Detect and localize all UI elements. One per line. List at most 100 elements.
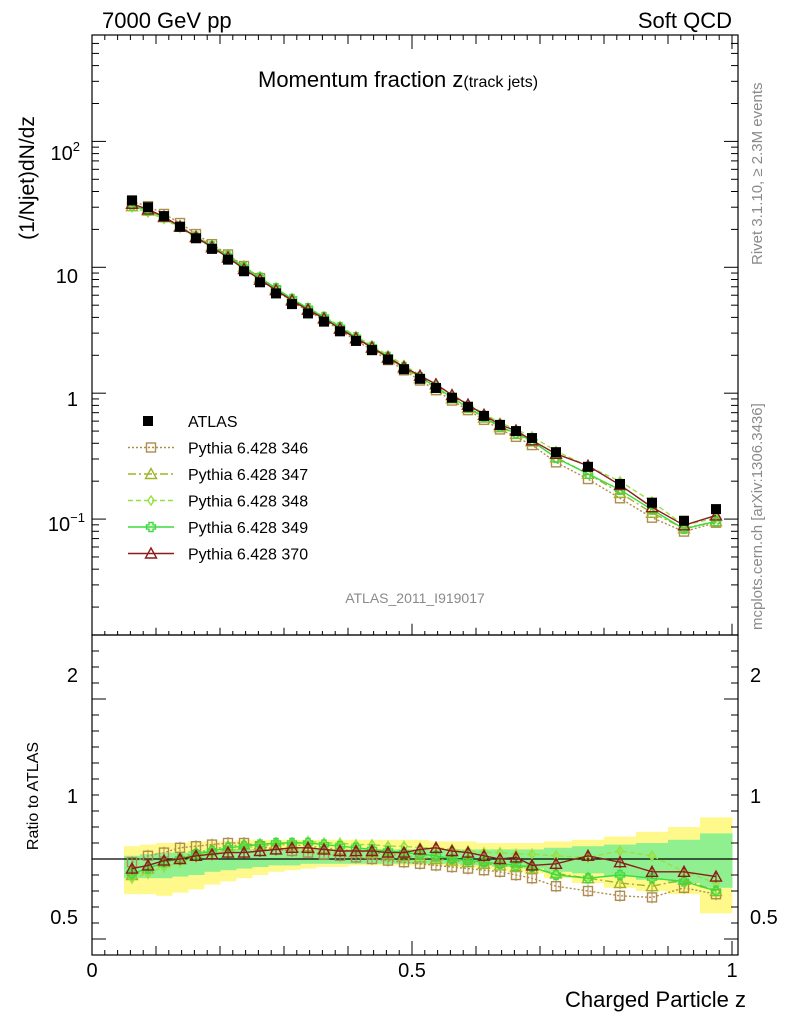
- series-3-ratio-point-30: [678, 876, 690, 887]
- legend-marker-2: [146, 494, 156, 507]
- legend-label-4: Pythia 6.428 349: [188, 520, 308, 537]
- atlas-point-14: [351, 335, 361, 346]
- legend: ATLAS Pythia 6.428 346 Pythia 6.428 347 Pyt…: [128, 414, 308, 564]
- atlas-point-4: [191, 233, 201, 244]
- series-1-ratio-point-23: [493, 858, 507, 871]
- atlas-point-0: [127, 195, 137, 206]
- ratio-tick-2-right: 2: [750, 665, 761, 687]
- series-4-ratio-point-16: [381, 845, 395, 858]
- atlas-data-points: [127, 195, 721, 526]
- series-4-ratio-point-30: [677, 864, 691, 877]
- atlas-point-8: [255, 277, 265, 288]
- series-4-ratio-point-0: [125, 861, 139, 874]
- series-1-ratio-point-21: [461, 855, 475, 868]
- series-4-ratio-point-29: [645, 864, 659, 877]
- series-4-ratio-point-17: [397, 845, 411, 858]
- atlas-point-31: [711, 504, 721, 515]
- series-1-ratio-point-29: [645, 879, 659, 892]
- ratio-tick-1-left: 1: [67, 786, 78, 808]
- x-tick-label-0: 0: [86, 960, 97, 982]
- series-3-ratio-point-14: [350, 842, 362, 853]
- atlas-point-26: [551, 447, 561, 458]
- series-3-ratio-point-4: [190, 849, 202, 860]
- series-1-ratio-point-28: [613, 876, 627, 889]
- atlas-point-28: [615, 478, 625, 489]
- atlas-point-18: [415, 373, 425, 384]
- series-4-ratio-point-18: [413, 842, 427, 855]
- axis-ticks: [91, 34, 738, 956]
- series-3-ratio-point-19: [430, 850, 442, 861]
- uncertainty-bands: [124, 817, 733, 914]
- series-4-ratio-point-4: [189, 848, 203, 861]
- series-4-ratio-point-25: [525, 858, 539, 871]
- atlas-point-11: [303, 308, 313, 319]
- chart-title-sub: (track jets): [463, 74, 538, 91]
- legend-label-1: Pythia 6.428 346: [188, 441, 308, 458]
- series-4-ratio-point-24: [509, 850, 523, 863]
- series-4-ratio-point-6: [221, 845, 235, 858]
- series-3-ratio-point-24: [510, 860, 522, 871]
- atlas-point-13: [335, 326, 345, 337]
- series-0-ratio-point-26: [550, 881, 562, 892]
- series-4-ratio-point-5: [205, 847, 219, 860]
- x-axis-label: Charged Particle z: [565, 987, 746, 1012]
- atlas-point-29: [647, 497, 657, 508]
- atlas-point-23: [495, 419, 505, 430]
- atlas-point-19: [431, 382, 441, 393]
- atlas-point-7: [239, 266, 249, 277]
- series-2-ratio-point-29: [647, 850, 657, 862]
- atlas-point-15: [367, 345, 377, 356]
- main-plot-frame: [91, 34, 739, 636]
- series-1-ratio-point-20: [445, 853, 459, 866]
- legend-marker-4: [144, 546, 158, 559]
- series-3-ratio-point-5: [206, 845, 218, 857]
- atlas-point-22: [479, 410, 489, 421]
- series-2-ratio-line: [131, 840, 717, 884]
- legend-label-5: Pythia 6.428 370: [188, 547, 308, 564]
- ratio-tick-1-right: 1: [750, 786, 761, 808]
- mcplots-label: mcplots.cern.ch [arXiv:1306.3436]: [749, 403, 766, 630]
- ratio-plot-frame: [91, 634, 739, 956]
- header-left: 7000 GeV pp: [102, 8, 232, 33]
- legend-marker-0: [145, 442, 157, 453]
- atlas-point-21: [463, 401, 473, 412]
- legend-marker-atlas: [143, 416, 153, 426]
- rivet-label: Rivet 3.1.10, ≥ 2.3M events: [749, 83, 766, 266]
- chart-title: Momentum fraction z(track jets): [258, 67, 538, 92]
- chart-title-main: Momentum fraction z: [258, 67, 463, 92]
- atlas-point-5: [207, 243, 217, 254]
- series-4-ratio-point-31: [709, 869, 723, 882]
- series-0-main-line: [131, 200, 717, 533]
- series-3-ratio-point-27: [582, 873, 594, 884]
- series-3-ratio-point-31: [710, 885, 722, 897]
- y-tick-label-0.1: 10−1: [48, 510, 85, 536]
- ratio-y-axis-label: Ratio to ATLAS: [25, 742, 42, 850]
- series-4-ratio-point-7: [237, 845, 251, 858]
- atlas-point-30: [679, 515, 689, 526]
- y-tick-label-100: 102: [51, 139, 80, 165]
- series-4-ratio-point-12: [317, 842, 331, 855]
- series-3-ratio-point-21: [462, 855, 474, 866]
- series-4-ratio-point-21: [461, 845, 475, 858]
- series-4-ratio-point-28: [613, 855, 627, 868]
- series-3-ratio-point-15: [366, 844, 378, 855]
- atlas-point-27: [583, 461, 593, 472]
- series-4-ratio-point-11: [301, 840, 315, 853]
- atlas-point-20: [447, 392, 457, 403]
- series-3-ratio-point-16: [382, 845, 394, 857]
- legend-label-3: Pythia 6.428 348: [188, 494, 308, 511]
- header-right: Soft QCD: [638, 8, 732, 33]
- series-4-ratio-point-23: [493, 852, 507, 865]
- y-tick-label-1: 1: [67, 389, 78, 411]
- y-axis-label: (1/Njet)dN/dz: [16, 116, 39, 240]
- atlas-point-25: [527, 433, 537, 444]
- atlas-point-17: [399, 364, 409, 375]
- atlas-point-16: [383, 354, 393, 365]
- series-4-ratio-point-10: [285, 840, 299, 853]
- series-0-ratio-point-29: [646, 892, 658, 903]
- atlas-point-10: [287, 299, 297, 310]
- series-4-ratio-point-13: [333, 844, 347, 857]
- atlas-point-6: [223, 254, 233, 265]
- series-4-ratio-point-2: [157, 853, 171, 866]
